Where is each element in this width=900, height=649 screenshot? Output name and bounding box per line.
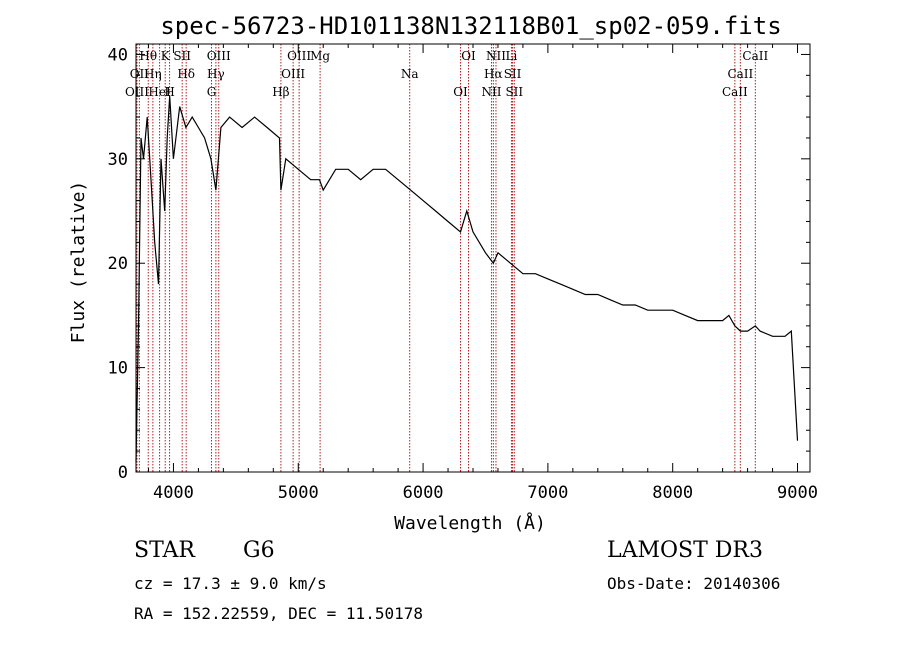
spectral-line-label: H	[164, 85, 174, 99]
spectral-line-label: Hγ	[207, 67, 225, 81]
spectral-line-label: NII	[486, 49, 506, 63]
spectral-line-label: CaII	[742, 49, 768, 63]
spectral-line-label: SII	[504, 67, 522, 81]
spectral-line-label: Na	[401, 67, 419, 81]
y-axis-label: Flux (relative)	[68, 181, 89, 344]
survey-name: LAMOST DR3	[607, 538, 763, 563]
spectral-line-label: HeI	[148, 85, 171, 99]
spectral-line-markers	[136, 44, 756, 472]
chart-title: spec-56723-HD101138N132118B01_sp02-059.f…	[160, 12, 781, 40]
spectral-line-label: CaII	[727, 67, 753, 81]
spectral-line-labels: Hθ OII OIII K Hδ HeI SII HηH OIII Hγ G OIII OIII Hβ Mg…	[125, 49, 769, 99]
y-tick-label: 40	[108, 45, 128, 65]
spectral-line-label: OI	[461, 49, 476, 63]
x-tick-label: 4000	[153, 483, 194, 503]
spectral-line-label: Hα	[484, 67, 503, 81]
redshift-value: cz = 17.3 ± 9.0 km/s	[134, 574, 327, 593]
spectral-line-label: Hβ	[272, 85, 289, 99]
spectral-line-label: NII	[481, 85, 501, 99]
x-tick-label: 9000	[777, 483, 818, 503]
spectral-line-label: Hθ	[139, 49, 157, 63]
spectral-line-label: K	[161, 49, 171, 63]
spectral-line-label: Mg	[310, 49, 330, 63]
plot-frame	[135, 43, 811, 473]
y-tick-label: 30	[108, 150, 128, 170]
spectral-line-label: OIII	[287, 49, 311, 63]
x-tick-label: 7000	[527, 483, 568, 503]
axis-ticks: 4000 5000 6000 7000 8000 9000 0 10 20 30 40	[108, 44, 818, 503]
y-tick-label: 0	[118, 463, 128, 483]
x-tick-label: 6000	[403, 483, 444, 503]
spectral-line-label: Hη	[144, 67, 162, 81]
x-tick-label: 8000	[652, 483, 693, 503]
coordinates: RA = 152.22559, DEC = 11.50178	[134, 604, 423, 623]
spectral-line-label: OI	[453, 85, 468, 99]
observation-date: Obs-Date: 20140306	[607, 574, 781, 593]
y-tick-label: 10	[108, 359, 128, 379]
spectral-line-label: SII	[505, 85, 523, 99]
spectral-line-label: OIII	[207, 49, 231, 63]
spectral-line-label: G	[207, 85, 217, 99]
object-subclass: G6	[243, 538, 275, 563]
spectral-line-label: OII	[130, 67, 150, 81]
spectral-line-label: CaII	[722, 85, 748, 99]
y-tick-label: 20	[108, 254, 128, 274]
spectral-line-label: Li	[506, 49, 518, 63]
spectral-line-label: Hδ	[177, 67, 195, 81]
spectral-line-label: SII	[173, 49, 191, 63]
x-axis-label: Wavelength (Å)	[394, 512, 546, 534]
x-tick-label: 5000	[278, 483, 319, 503]
flux-series-line	[135, 96, 799, 462]
spectral-line-label: OIII	[125, 85, 149, 99]
object-class: STAR	[134, 538, 195, 563]
spectral-line-label: OIII	[281, 67, 305, 81]
